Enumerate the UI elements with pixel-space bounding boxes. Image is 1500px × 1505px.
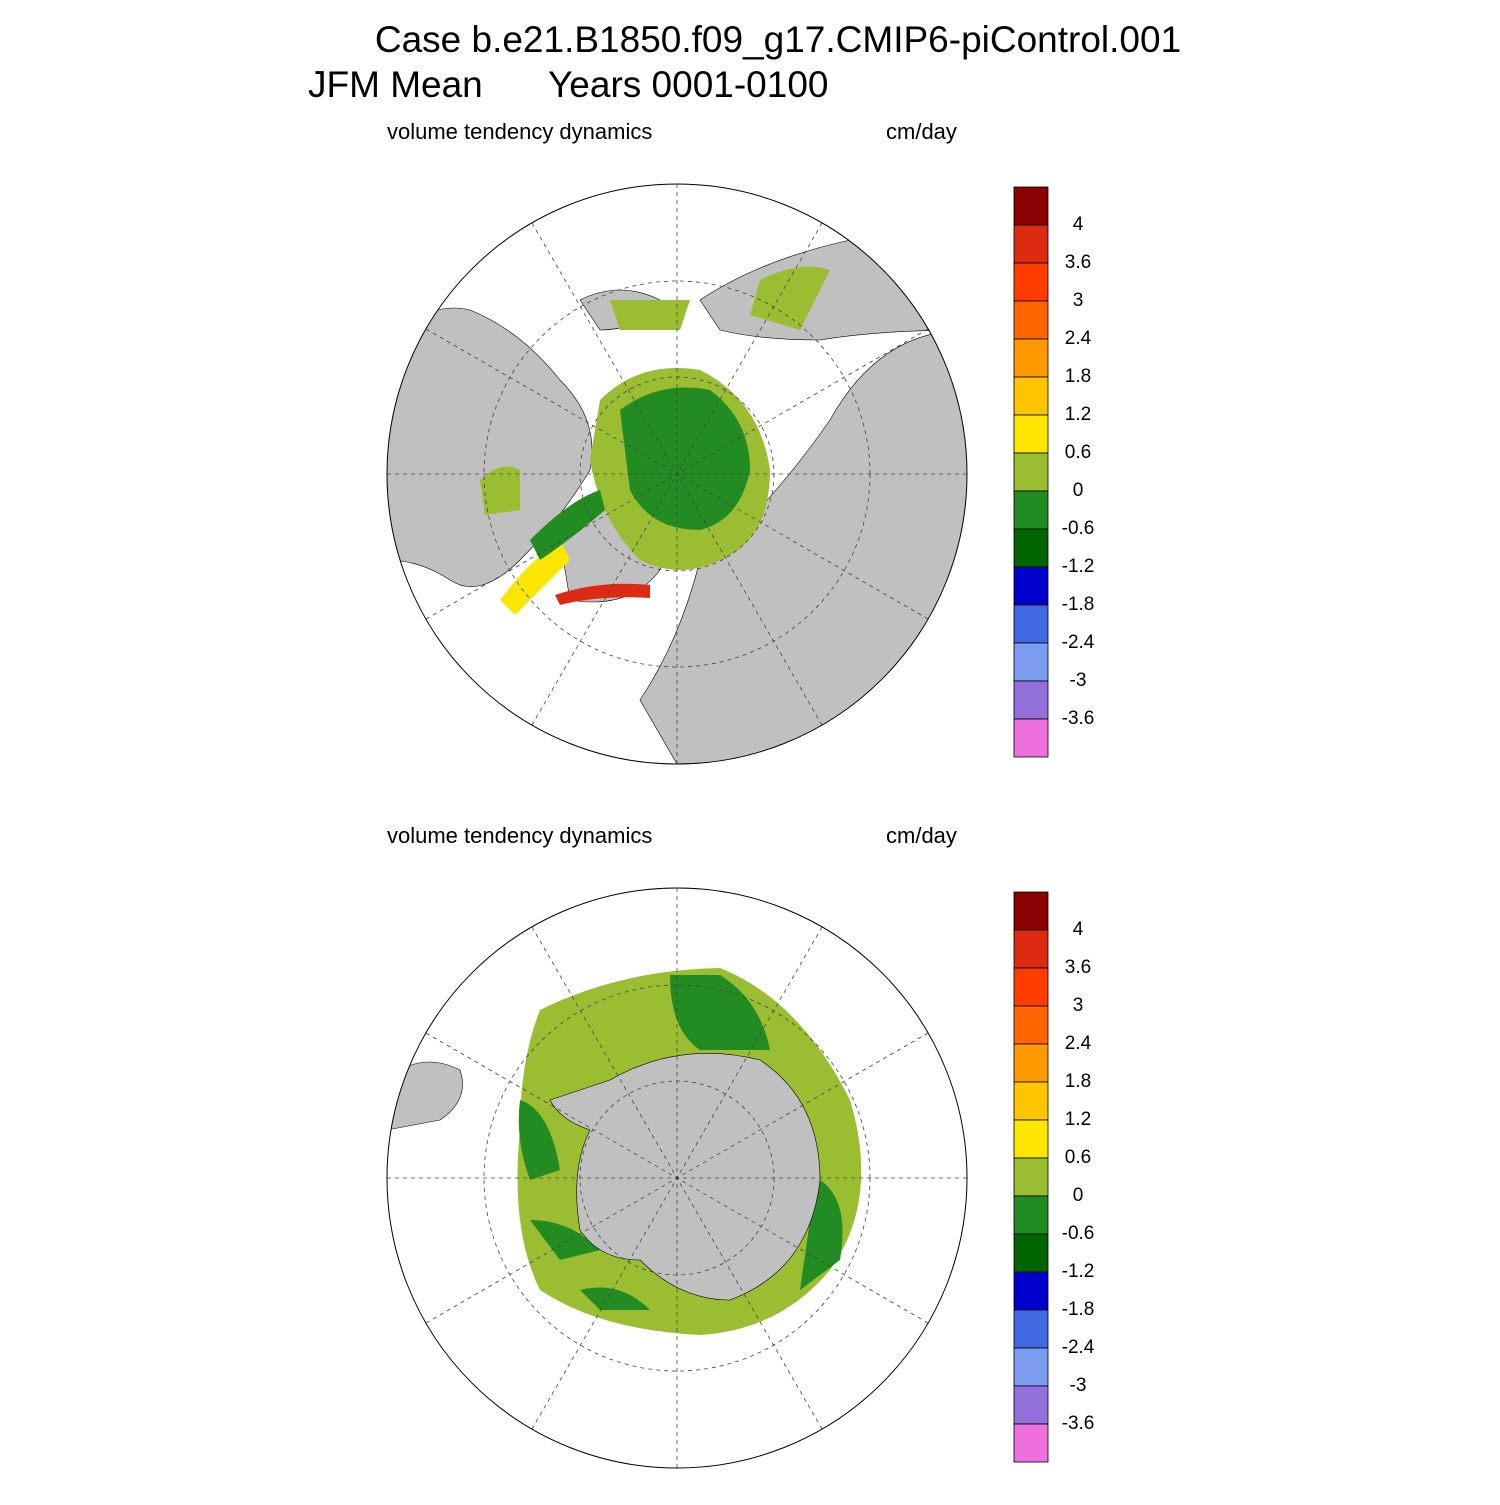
colorbar-label: 1.8 bbox=[1065, 1071, 1091, 1092]
colorbar-label: 4 bbox=[1073, 214, 1084, 235]
colorbar-box bbox=[1013, 528, 1049, 568]
colorbar-label: 3.6 bbox=[1065, 957, 1091, 978]
arctic-map bbox=[387, 239, 967, 764]
colorbar-label: 1.8 bbox=[1065, 366, 1091, 387]
colorbar-box bbox=[1013, 224, 1049, 264]
title: Case b.e21.B1850.f09_g17.CMIP6-piControl… bbox=[375, 19, 1181, 60]
colorbar-box bbox=[1013, 604, 1049, 644]
colorbars: 4 3.6 3 2.4 1.8 1.2 0.6 0 -0.6 -1.2 -1.8 -2.4 -3 -3.6… bbox=[1013, 186, 1095, 1463]
colorbar-box bbox=[1013, 414, 1049, 454]
colorbar-label: -1.2 bbox=[1062, 1261, 1095, 1282]
colorbar-label: -0.6 bbox=[1062, 1223, 1095, 1244]
panel-label: volume tendency dynamics bbox=[387, 823, 652, 848]
colorbar-label: 3.6 bbox=[1065, 252, 1091, 273]
colorbar-box bbox=[1013, 300, 1049, 340]
season: JFM Mean bbox=[308, 64, 483, 105]
colorbar-label: -3 bbox=[1070, 1375, 1087, 1396]
panel-units: cm/day bbox=[886, 823, 957, 848]
colorbar-label: -3.6 bbox=[1062, 1413, 1095, 1434]
colorbar-box bbox=[1013, 1081, 1049, 1121]
colorbar-label: 4 bbox=[1073, 919, 1084, 940]
colorbar-label: 0 bbox=[1073, 1185, 1084, 1206]
colorbar-box bbox=[1013, 1385, 1049, 1425]
colorbar-box bbox=[1013, 1119, 1049, 1159]
colorbar-box bbox=[1013, 929, 1049, 969]
colorbar-label: -3.6 bbox=[1062, 708, 1095, 729]
colorbar-box bbox=[1013, 967, 1049, 1007]
colorbar-box bbox=[1013, 1271, 1049, 1311]
colorbar-box bbox=[1013, 1157, 1049, 1197]
colorbar-box bbox=[1013, 490, 1049, 530]
colorbar-box bbox=[1013, 1309, 1049, 1349]
antarctic-map bbox=[387, 968, 862, 1335]
colorbar-box bbox=[1013, 642, 1049, 682]
colorbar-label: 0.6 bbox=[1065, 442, 1091, 463]
colorbar-label: -3 bbox=[1070, 670, 1087, 691]
colorbar-box bbox=[1013, 566, 1049, 606]
colorbar-label: -1.8 bbox=[1062, 594, 1095, 615]
years: Years 0001-0100 bbox=[548, 64, 828, 105]
antarctic-graticule bbox=[386, 887, 968, 1469]
colorbar-label: 0 bbox=[1073, 480, 1084, 501]
colorbar-box bbox=[1013, 1347, 1049, 1387]
colorbar-label: 1.2 bbox=[1065, 404, 1091, 425]
colorbar-box bbox=[1013, 452, 1049, 492]
colorbar-label: -2.4 bbox=[1062, 632, 1095, 653]
colorbar-box bbox=[1013, 376, 1049, 416]
colorbar-label: 1.2 bbox=[1065, 1109, 1091, 1130]
colorbar-box bbox=[1013, 1043, 1049, 1083]
colorbar-box bbox=[1013, 186, 1049, 226]
colorbar-label: 0.6 bbox=[1065, 1147, 1091, 1168]
colorbar-box bbox=[1013, 262, 1049, 302]
colorbar-box bbox=[1013, 1233, 1049, 1273]
colorbar-box bbox=[1013, 1423, 1049, 1463]
panel-units: cm/day bbox=[886, 119, 957, 144]
arctic-graticule bbox=[386, 183, 968, 765]
colorbar-box bbox=[1013, 1195, 1049, 1235]
colorbar-label: 2.4 bbox=[1065, 328, 1092, 349]
colorbar-box bbox=[1013, 718, 1049, 758]
colorbar-label: -1.8 bbox=[1062, 1299, 1095, 1320]
colorbar-label: -2.4 bbox=[1062, 1337, 1095, 1358]
colorbar-box bbox=[1013, 338, 1049, 378]
colorbar-label: 3 bbox=[1073, 290, 1084, 311]
colorbar-box bbox=[1013, 680, 1049, 720]
panel-label: volume tendency dynamics bbox=[387, 119, 652, 144]
colorbar-box bbox=[1013, 891, 1049, 931]
colorbar-label: -1.2 bbox=[1062, 556, 1095, 577]
colorbar-label: -0.6 bbox=[1062, 518, 1095, 539]
colorbar-box bbox=[1013, 1005, 1049, 1045]
colorbar-label: 3 bbox=[1073, 995, 1084, 1016]
colorbar-label: 2.4 bbox=[1065, 1033, 1092, 1054]
